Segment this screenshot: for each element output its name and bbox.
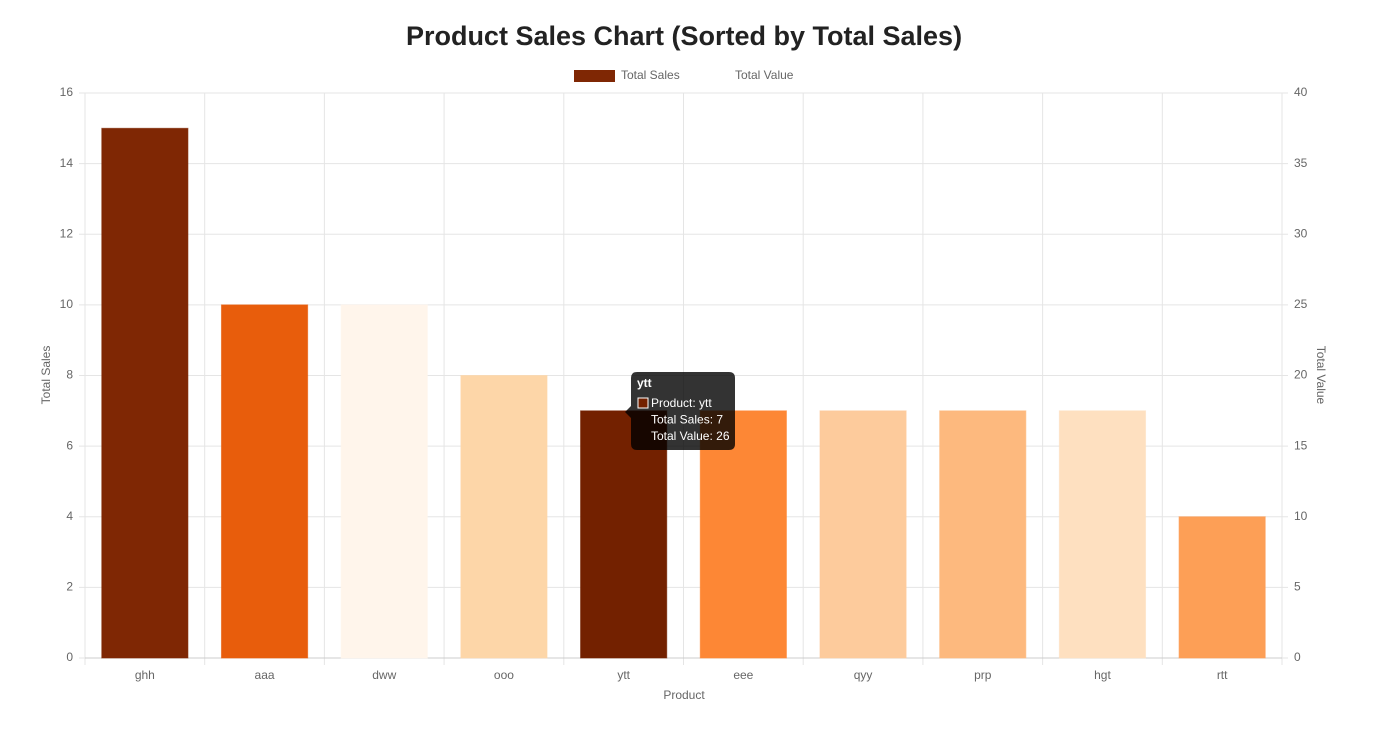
y-tick-label: 2 (66, 580, 73, 594)
y2-tick-label: 20 (1294, 368, 1308, 382)
x-tick-label: rtt (1217, 668, 1228, 682)
bar (939, 410, 1027, 659)
tooltip-line: Total Value: 26 (651, 429, 730, 443)
y2-tick-label: 15 (1294, 438, 1308, 452)
bar (1178, 516, 1266, 659)
y-tick-label: 10 (60, 297, 74, 311)
tooltip-swatch (637, 397, 649, 409)
x-tick-label: ooo (494, 668, 514, 682)
y-tick-label: 12 (60, 226, 74, 240)
x-tick-label: hgt (1094, 668, 1111, 682)
y-tick-label: 8 (66, 368, 73, 382)
x-tick-label: aaa (255, 668, 275, 682)
x-tick-label: dww (372, 668, 396, 682)
bar (460, 375, 548, 659)
bar (699, 410, 787, 659)
y2-tick-label: 5 (1294, 580, 1301, 594)
y-tick-label: 16 (60, 85, 74, 99)
y-tick-label: 6 (66, 438, 73, 452)
y2-tick-label: 40 (1294, 85, 1308, 99)
tooltip-line: Product: ytt (651, 396, 712, 410)
y2-axis-title: Total Value (1314, 346, 1328, 405)
y2-tick-label: 35 (1294, 156, 1308, 170)
tooltip-title: ytt (637, 376, 652, 390)
legend-swatch (574, 70, 615, 82)
bar (580, 410, 668, 659)
y-tick-label: 14 (60, 156, 74, 170)
tooltip-line: Total Sales: 7 (651, 413, 723, 427)
tooltip-box (625, 372, 735, 450)
y2-tick-label: 25 (1294, 297, 1308, 311)
x-tick-label: ytt (617, 668, 630, 682)
x-tick-label: eee (733, 668, 753, 682)
legend-label: Total Sales (621, 68, 680, 82)
legend-label: Total Value (735, 68, 794, 82)
bar (101, 127, 189, 659)
y-axis-title: Total Sales (39, 346, 53, 405)
bar (220, 304, 309, 659)
chart-title: Product Sales Chart (Sorted by Total Sal… (406, 21, 962, 51)
x-axis-title: Product (663, 688, 705, 702)
y2-tick-label: 30 (1294, 226, 1308, 240)
bar (340, 304, 428, 659)
bar (819, 410, 907, 659)
y2-tick-label: 0 (1294, 650, 1301, 664)
x-tick-label: ghh (135, 668, 155, 682)
bar (1058, 410, 1147, 659)
y-tick-label: 4 (66, 509, 73, 523)
x-tick-label: prp (974, 668, 992, 682)
y-tick-label: 0 (66, 650, 73, 664)
y2-tick-label: 10 (1294, 509, 1308, 523)
x-tick-label: qyy (854, 668, 873, 682)
